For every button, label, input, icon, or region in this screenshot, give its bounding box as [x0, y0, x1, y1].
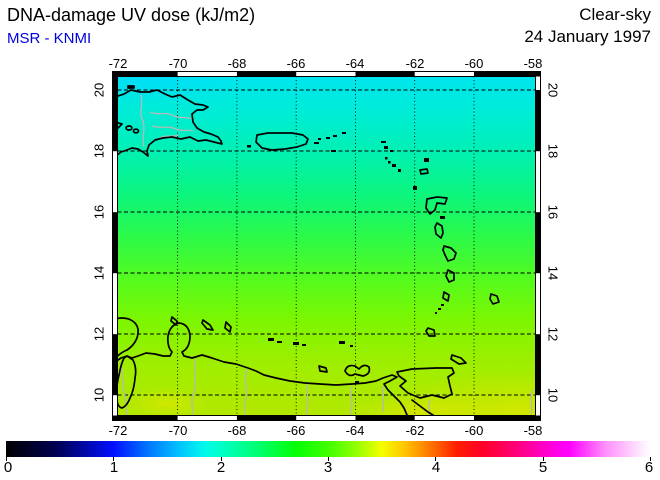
lat-label-right-3: 14: [545, 265, 561, 281]
lon-label-top-1: -70: [168, 56, 188, 71]
colorbar-label-0: 0: [3, 459, 13, 476]
colorbar-tick: [221, 457, 222, 461]
lat-label-left-1: 18: [91, 143, 107, 159]
colorbar-label-6: 6: [644, 459, 654, 476]
lat-label-right-0: 20: [545, 82, 561, 98]
lon-label-top-7: -58: [523, 56, 543, 71]
lat-label-right-4: 12: [545, 326, 561, 342]
lon-label-top-5: -62: [405, 56, 425, 71]
colorbar-tick: [435, 457, 436, 461]
lon-label-top-2: -68: [227, 56, 247, 71]
lon-label-bottom-2: -68: [227, 423, 247, 438]
colorbar-tick: [6, 457, 7, 461]
lon-label-top-4: -64: [345, 56, 365, 71]
lon-label-top-3: -66: [286, 56, 306, 71]
lon-label-bottom-6: -60: [464, 423, 484, 438]
map-frame: [112, 71, 541, 421]
colorbar-tick: [543, 457, 544, 461]
colorbar-label-2: 2: [216, 459, 226, 476]
lat-label-left-2: 16: [91, 204, 107, 220]
colorbar-label-4: 4: [431, 459, 441, 476]
lat-label-right-1: 18: [545, 143, 561, 159]
lon-label-bottom-0: -72: [108, 423, 128, 438]
lon-label-bottom-5: -62: [405, 423, 425, 438]
lat-label-left-3: 14: [91, 265, 107, 281]
lon-label-bottom-7: -58: [523, 423, 543, 438]
date-label: 24 January 1997: [524, 27, 651, 46]
colorbar-label-5: 5: [538, 459, 548, 476]
colorbar-gradient: [6, 441, 650, 457]
lat-label-right-2: 16: [545, 204, 561, 220]
colorbar-label-1: 1: [109, 459, 119, 476]
borders-rivers-layer: [119, 94, 534, 416]
data-source-label: MSR - KNMI: [7, 30, 92, 47]
colorbar-tick: [113, 457, 114, 461]
lat-label-left-0: 20: [91, 82, 107, 98]
lon-label-bottom-3: -66: [286, 423, 306, 438]
lat-label-left-5: 10: [91, 387, 107, 403]
lon-label-top-6: -60: [464, 56, 484, 71]
colorbar-tick: [650, 457, 651, 461]
lon-label-top-0: -72: [108, 56, 128, 71]
coastline-layer: [117, 85, 500, 416]
colorbar-tick: [328, 457, 329, 461]
sky-condition-label: Clear-sky: [579, 5, 651, 24]
lon-label-bottom-4: -64: [345, 423, 365, 438]
lon-label-bottom-1: -70: [168, 423, 188, 438]
page-title: DNA-damage UV dose (kJ/m2): [7, 5, 256, 25]
lat-label-left-4: 12: [91, 326, 107, 342]
colorbar-label-3: 3: [323, 459, 333, 476]
lat-label-right-5: 10: [545, 387, 561, 403]
